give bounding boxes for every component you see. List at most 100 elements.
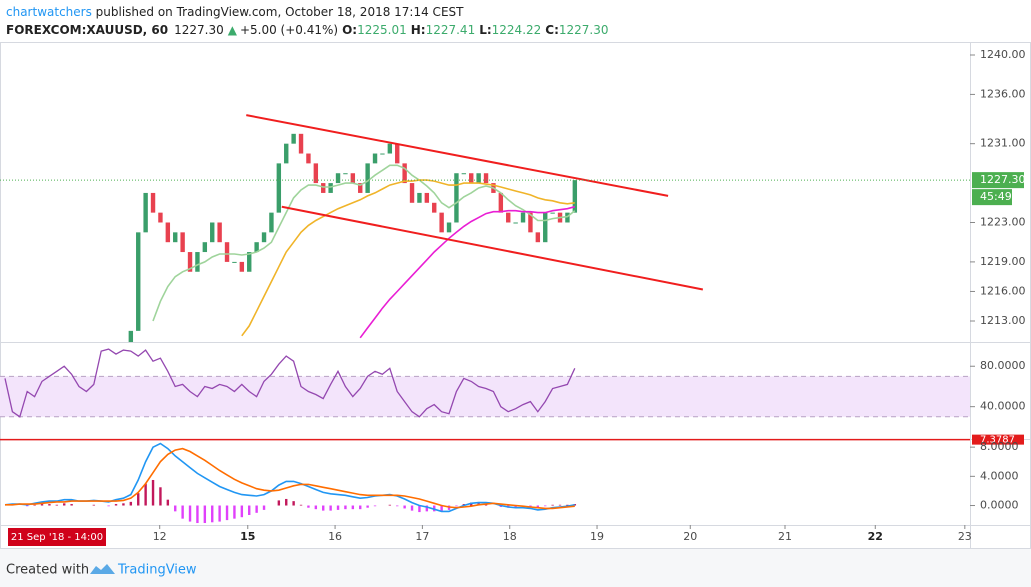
y-tick-label: 40.0000	[980, 400, 1026, 413]
moving-average	[241, 179, 575, 337]
candle	[432, 202, 437, 213]
candle	[247, 252, 252, 272]
histogram-bar	[566, 504, 569, 506]
arrow: ▲	[228, 23, 238, 37]
trend-line	[281, 205, 704, 291]
histogram-bar	[359, 505, 362, 510]
candle	[417, 192, 422, 203]
candle	[439, 212, 444, 233]
histogram-bar	[410, 505, 414, 511]
histogram-bar	[107, 505, 110, 507]
chart-layer: 1240.00 1236.00 1231.00 1223.00 1219.00 1216.…	[0, 48, 1026, 546]
histogram-bar	[225, 505, 229, 521]
y-tick-label: 1231.00	[980, 137, 1026, 150]
histogram-bar	[70, 504, 73, 506]
candle	[217, 222, 222, 243]
candle	[372, 153, 378, 164]
histogram-bar	[122, 503, 125, 506]
histogram-bar	[418, 505, 421, 513]
y-tick-label: 4.0000	[980, 469, 1019, 482]
last-price-label: 1227.30	[980, 173, 1026, 186]
histogram-bar	[336, 505, 340, 510]
author[interactable]: chartwatchers	[6, 5, 92, 19]
candle	[261, 232, 267, 243]
candle	[572, 180, 578, 213]
rsi-band	[0, 376, 970, 417]
candle	[195, 252, 200, 272]
histogram-bar	[573, 504, 577, 506]
histogram-bar	[129, 501, 133, 506]
histogram-bar	[181, 505, 184, 519]
histogram-bar	[233, 505, 236, 519]
rsi-line	[4, 348, 576, 418]
histogram-bar	[388, 504, 392, 506]
histogram-bar	[351, 505, 355, 510]
candle	[402, 163, 407, 184]
histogram-bar	[373, 505, 377, 507]
histogram-bar	[144, 483, 147, 506]
macd-line	[5, 447, 575, 510]
histogram-bar	[218, 505, 221, 522]
histogram-bar	[40, 504, 44, 506]
timer: 45:49	[980, 190, 1012, 203]
histogram-bar	[314, 505, 318, 510]
candle	[187, 252, 193, 272]
candle	[446, 222, 452, 233]
y-tick-label: 1236.00	[980, 87, 1026, 100]
candle	[284, 143, 289, 164]
histogram-bar	[307, 505, 310, 508]
candle	[269, 212, 274, 233]
candle	[461, 173, 467, 175]
candle	[543, 212, 548, 243]
histogram-bar	[366, 505, 369, 508]
candle	[158, 212, 163, 223]
histogram-bar	[151, 479, 155, 506]
candle	[498, 192, 504, 213]
histogram-bar	[277, 500, 281, 506]
histogram-bar	[292, 501, 295, 506]
histogram-bar	[137, 493, 140, 506]
candle	[165, 222, 171, 243]
symbol: FOREXCOM:XAUUSD, 60	[6, 23, 168, 37]
l-label: L:	[479, 23, 491, 37]
candle	[454, 173, 459, 223]
pane-plot	[128, 133, 578, 342]
level-label: 7.3787	[980, 435, 1015, 446]
x-tick-label: 22	[868, 530, 883, 543]
x-tick-label: 16	[328, 530, 342, 543]
candle	[239, 261, 245, 272]
candle	[483, 173, 489, 184]
histogram-bar	[455, 505, 458, 507]
o-label: O:	[342, 23, 357, 37]
x-tick-label: 17	[415, 530, 429, 543]
candle	[424, 192, 430, 203]
histogram-bar	[425, 505, 429, 512]
candle	[313, 163, 319, 184]
histogram-bar	[440, 505, 443, 512]
last-price-box	[972, 172, 1024, 189]
histogram-bar	[26, 505, 29, 507]
x-tick-label: 21	[778, 530, 792, 543]
histogram-bar	[344, 505, 347, 510]
histogram-bar	[329, 505, 332, 511]
candle	[143, 192, 148, 233]
y-tick-label: 1223.00	[980, 215, 1026, 228]
y-tick-label: 8.0000	[980, 440, 1019, 453]
histogram-bar	[396, 505, 399, 507]
footer-brand[interactable]: TradingView	[117, 563, 197, 578]
pane-plot	[4, 442, 577, 524]
candle	[276, 163, 282, 213]
histogram-bar	[211, 505, 214, 523]
histogram-bar	[63, 503, 66, 506]
histogram-bar	[544, 505, 547, 507]
high: 1227.41	[426, 23, 476, 37]
x-tick-label: 20	[683, 530, 697, 543]
x-tick-label: 12	[153, 530, 167, 543]
candle	[565, 212, 570, 223]
candle	[528, 212, 533, 233]
candle	[232, 261, 237, 263]
x-tick-label: 23	[958, 530, 972, 543]
candle	[321, 183, 326, 193]
histogram-bar	[33, 504, 36, 506]
